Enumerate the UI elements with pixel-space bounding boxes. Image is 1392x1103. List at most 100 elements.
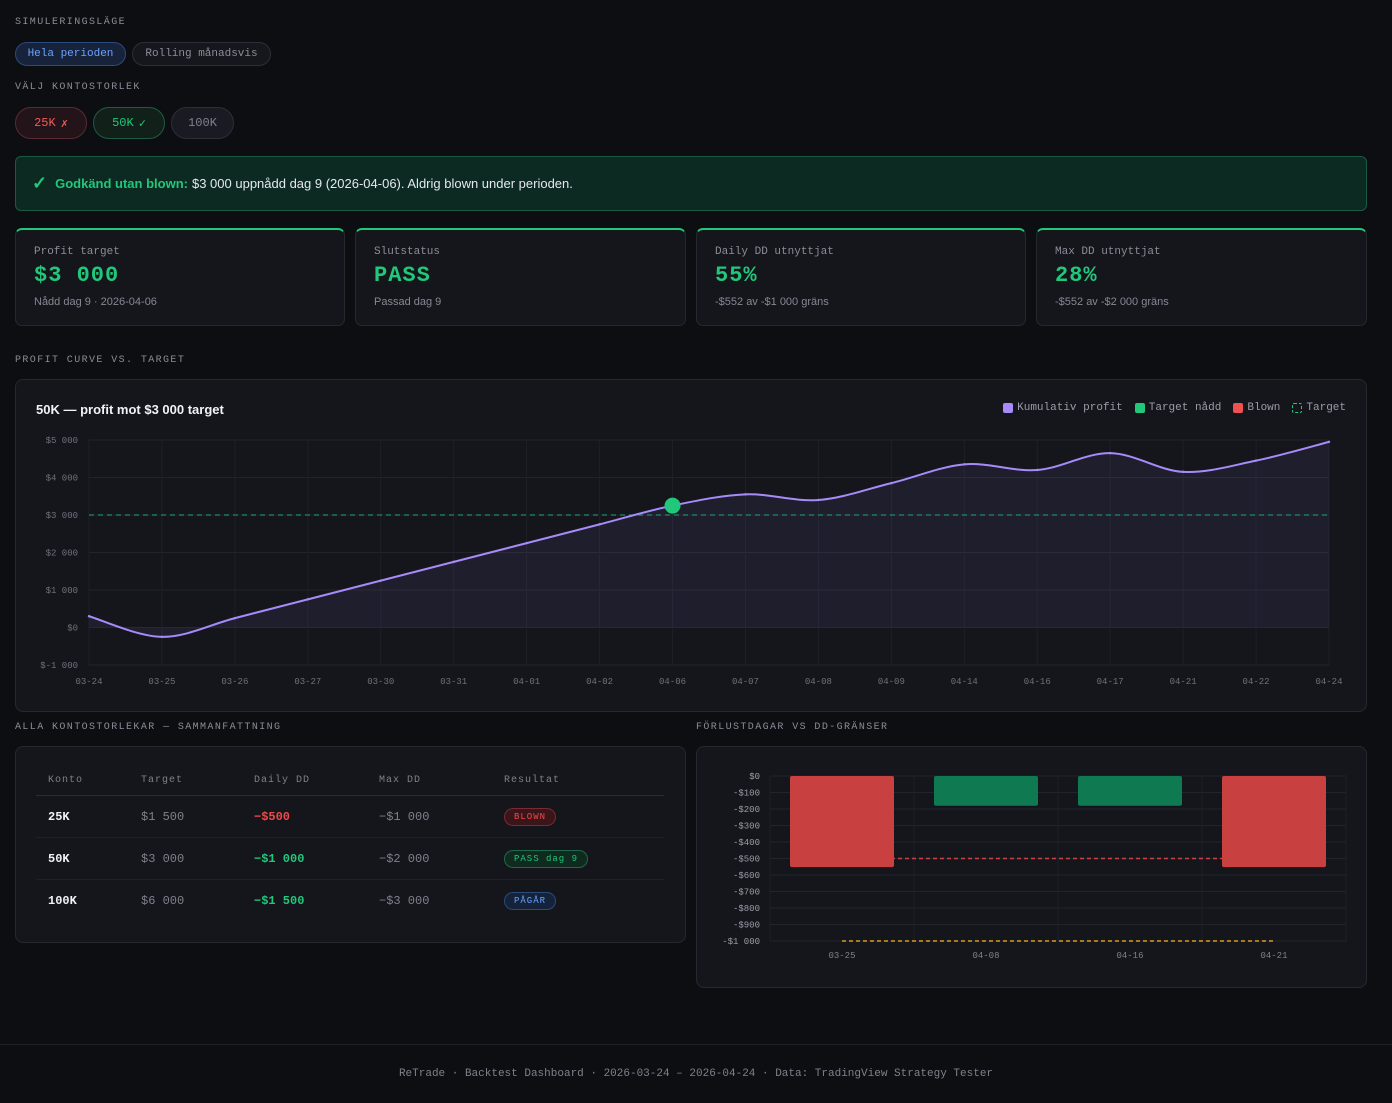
- y-tick-label: $2 000: [46, 549, 78, 559]
- summary-table-panel: Konto Target Daily DD Max DD Resultat 25…: [15, 746, 686, 943]
- loss-days-chart: $0 -$100 -$200 -$300 -$400 -$500 -$600 -$700 -$8…: [722, 772, 1347, 961]
- account-size-100k-button[interactable]: 100K: [171, 107, 234, 139]
- header-max-dd: Max DD: [367, 773, 492, 796]
- cell-konto: 100K: [48, 893, 77, 908]
- x-tick-label: 04-24: [1315, 677, 1342, 687]
- pass-mark-icon: ✓: [138, 116, 146, 131]
- data-point: [598, 523, 601, 526]
- account-size-50k-button[interactable]: 50K ✓: [93, 107, 165, 139]
- x-tick-label: 03-26: [221, 677, 248, 687]
- x-tick-label: 03-24: [75, 677, 102, 687]
- sim-mode-option-rolling[interactable]: Rolling månadsvis: [132, 42, 271, 66]
- cell-daily-dd: −$1 000: [242, 837, 367, 880]
- stat-card-label: Slutstatus: [374, 246, 441, 258]
- stat-card-daily-dd: Daily DD utnyttjat 55% -$552 av -$1 000 …: [696, 228, 1026, 326]
- result-banner: ✓ Godkänd utan blown: $3 000 uppnådd dag…: [15, 156, 1367, 211]
- legend-item-target-reached: Target nådd: [1134, 402, 1221, 414]
- profit-curve-section-label: PROFIT CURVE VS. TARGET: [15, 355, 186, 366]
- cell-max-dd: −$1 000: [367, 795, 492, 838]
- cell-daily-dd: −$500: [242, 795, 367, 838]
- footer: ReTrade · Backtest Dashboard · 2026-03-2…: [0, 1044, 1392, 1103]
- cell-max-dd: −$3 000: [379, 893, 430, 908]
- legend-label: Target: [1306, 402, 1346, 414]
- y-tick-label: $4 000: [46, 474, 78, 484]
- status-badge: BLOWN: [504, 807, 557, 826]
- cell-daily-dd: −$1 500: [254, 893, 305, 908]
- chart-legend: Kumulativ profit Target nådd Blown Targe…: [1003, 402, 1346, 414]
- bar-04-21: [1222, 776, 1326, 868]
- data-point: [817, 498, 820, 502]
- y-tick-label: -$500: [733, 855, 760, 865]
- legend-swatch: [1003, 403, 1014, 413]
- data-point: [452, 560, 455, 564]
- data-point: [1327, 440, 1331, 444]
- cell-konto: 25K: [36, 795, 129, 838]
- check-icon: ✓: [32, 173, 48, 193]
- sim-mode-option-full-period[interactable]: Hela perioden: [15, 42, 126, 66]
- data-point: [87, 615, 91, 618]
- data-point: [233, 616, 237, 620]
- stat-card-sub: -$552 av -$1 000 gräns: [715, 296, 829, 308]
- summary-table: Konto Target Daily DD Max DD Resultat 25…: [36, 773, 664, 921]
- y-tick-label: -$800: [733, 904, 760, 914]
- y-tick-label: -$900: [733, 921, 760, 931]
- data-point: [890, 481, 893, 485]
- fail-mark-icon: ✗: [60, 116, 68, 131]
- x-tick-label: 04-16: [1024, 677, 1051, 687]
- data-point: [1036, 468, 1039, 472]
- y-tick-label: -$300: [733, 822, 760, 832]
- stat-card-value: 28%: [1055, 263, 1098, 288]
- data-point: [379, 579, 382, 582]
- x-tick-label: 04-08: [972, 951, 999, 961]
- sim-mode-label: SIMULERINGSLÄGE: [15, 17, 127, 28]
- stat-card-value: $3 000: [34, 263, 120, 288]
- y-tick-label: $0: [67, 624, 78, 634]
- stat-card-final-status: Slutstatus PASS Passad dag 9: [355, 228, 686, 326]
- x-tick-label: 04-17: [1097, 677, 1124, 687]
- x-tick-label: 04-16: [1116, 951, 1143, 961]
- summary-section-label: ALLA KONTOSTORLEKAR — SAMMANFATTNING: [15, 722, 282, 733]
- legend-swatch: [1134, 403, 1145, 413]
- x-tick-label: 04-08: [805, 677, 832, 687]
- stat-card-label: Profit target: [34, 246, 120, 258]
- y-tick-label: $1 000: [46, 586, 78, 596]
- y-tick-label: -$400: [733, 838, 760, 848]
- x-tick-label: 04-09: [878, 677, 905, 687]
- y-tick-label: $3 000: [46, 511, 78, 521]
- y-tick-label: $0: [749, 772, 760, 782]
- x-tick-label: 04-21: [1260, 951, 1287, 961]
- y-tick-label: -$1 000: [722, 937, 760, 947]
- y-tick-label: $5 000: [46, 436, 78, 446]
- legend-label: Kumulativ profit: [1017, 402, 1123, 414]
- x-tick-label: 03-31: [440, 677, 467, 687]
- bar-03-25: [790, 776, 894, 868]
- x-tick-label: 04-22: [1243, 677, 1270, 687]
- stat-card-profit-target: Profit target $3 000 Nådd dag 9 · 2026-0…: [15, 228, 345, 326]
- stat-card-sub: Nådd dag 9 · 2026-04-06: [34, 296, 157, 308]
- account-size-name: 25K: [34, 116, 56, 130]
- legend-swatch: [1233, 403, 1244, 413]
- cell-target: $3 000: [129, 837, 242, 880]
- cell-target: $6 000: [141, 893, 185, 908]
- chart-title: 50K — profit mot $3 000 target: [36, 402, 224, 417]
- x-tick-label: 03-27: [294, 677, 321, 687]
- cell-target: $1 500: [129, 795, 242, 838]
- data-point: [525, 541, 528, 545]
- account-size-25k-button[interactable]: 25K ✗: [15, 107, 87, 139]
- data-point: [744, 493, 747, 496]
- y-tick-label: -$100: [733, 789, 760, 799]
- profit-curve-chart: $5 000 $4 000 $3 000 $2 000 $1 000 $0 $-1 000 0…: [40, 436, 1342, 687]
- x-tick-label: 04-02: [586, 677, 613, 687]
- stat-card-sub: Passad dag 9: [374, 296, 442, 308]
- data-point: [160, 635, 164, 639]
- header-target: Target: [129, 773, 242, 796]
- data-point: [306, 598, 310, 601]
- header-konto: Konto: [36, 773, 129, 796]
- y-tick-label: -$200: [733, 805, 760, 815]
- cell-result: BLOWN: [492, 795, 664, 838]
- x-tick-label: 04-14: [951, 677, 978, 687]
- profit-chart-panel: 50K — profit mot $3 000 target Kumulativ…: [15, 379, 1367, 712]
- y-tick-label: -$700: [733, 888, 760, 898]
- stat-card-sub: -$552 av -$2 000 gräns: [1055, 296, 1169, 308]
- legend-item-cumulative: Kumulativ profit: [1003, 402, 1123, 414]
